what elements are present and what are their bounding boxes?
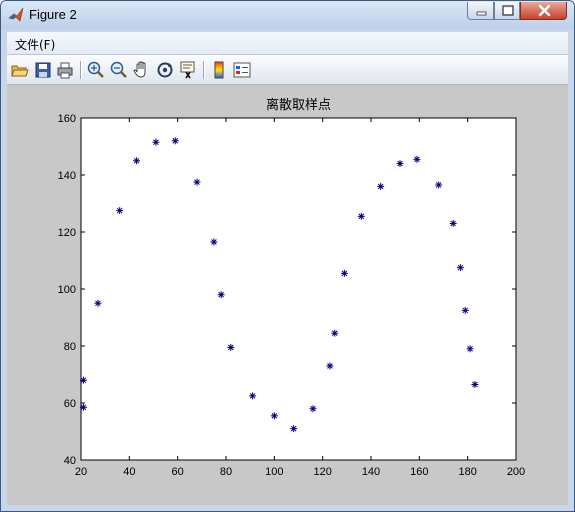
title-bar[interactable]: Figure 2 [1,1,574,29]
open-file-icon[interactable] [10,60,30,80]
pan-icon[interactable] [132,60,152,80]
data-point [435,181,443,189]
minimize-icon [476,11,487,16]
x-tick-label: 180 [458,466,476,478]
data-point [249,392,257,400]
maximize-icon [502,5,514,16]
x-tick-label: 120 [313,466,331,478]
data-point [79,376,87,384]
print-icon[interactable] [55,60,75,80]
data-point [340,269,348,277]
data-point [217,291,225,299]
data-point [116,207,124,215]
data-point [331,329,339,337]
data-point [326,362,334,370]
x-tick-label: 20 [75,466,87,478]
data-point [152,138,160,146]
x-tick-label: 40 [123,466,135,478]
data-point [357,212,365,220]
x-tick-label: 80 [220,466,232,478]
toolbar-separator [203,61,205,79]
data-point [171,137,179,145]
save-icon[interactable] [33,60,53,80]
data-point [461,306,469,314]
close-button[interactable] [520,2,567,20]
y-tick-label: 40 [64,455,76,467]
data-point [290,425,298,433]
data-point [210,238,218,246]
data-point [456,264,464,272]
matlab-logo-icon [8,7,24,23]
data-point [193,178,201,186]
chart-title: 离散取样点 [266,97,331,113]
figure-area: 离散取样点 20 40 60 80 100 120 140 160 180 200 40 60 80 100… [7,85,568,505]
data-point [466,345,474,353]
plot-axes-box[interactable] [80,117,517,461]
colorbar-icon[interactable] [209,60,229,80]
y-tick-label: 160 [58,113,76,125]
zoom-out-icon[interactable] [109,60,129,80]
data-point [79,403,87,411]
data-point [227,343,235,351]
x-tick-label: 60 [172,466,184,478]
data-point [133,157,141,165]
data-point [309,405,317,413]
x-tick-label: 160 [410,466,428,478]
menu-item-file[interactable]: 文件(F) [15,38,56,52]
window-title: Figure 2 [29,7,77,22]
x-tick-label: 100 [265,466,283,478]
maximize-button[interactable] [494,2,520,20]
y-tick-label: 80 [64,341,76,353]
y-tick-label: 100 [58,284,76,296]
data-point [94,299,102,307]
minimize-button[interactable] [467,2,494,20]
data-point [396,160,404,168]
legend-icon[interactable] [232,60,252,80]
x-tick-label: 200 [507,466,525,478]
data-point [377,182,385,190]
figure-toolbar [7,55,568,85]
data-point [270,412,278,420]
close-icon [538,4,551,17]
x-tick-label: 140 [362,466,380,478]
y-tick-label: 140 [58,170,76,182]
toolbar-separator [80,61,82,79]
data-point [449,219,457,227]
data-point [471,380,479,388]
data-point [413,155,421,163]
y-tick-label: 60 [64,398,76,410]
zoom-in-icon[interactable] [86,60,106,80]
menu-bar: 文件(F) [7,32,568,55]
rotate-3d-icon[interactable] [155,60,175,80]
y-tick-label: 120 [58,227,76,239]
data-cursor-icon[interactable] [178,60,198,80]
